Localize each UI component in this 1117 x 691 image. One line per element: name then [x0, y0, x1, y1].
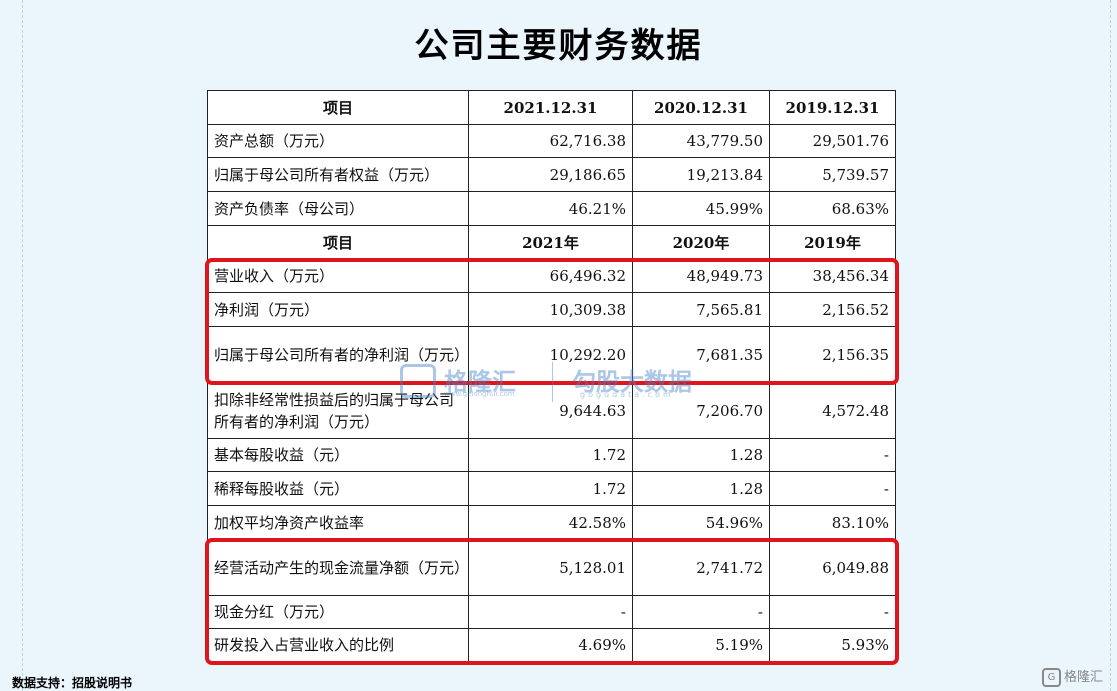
- subheader-2019: 2019年: [769, 225, 896, 260]
- row-label: 资产负债率（母公司）: [207, 191, 469, 226]
- row-label: 稀释每股收益（元）: [207, 471, 469, 506]
- cell-2019: 4,572.48: [769, 382, 896, 439]
- cell-2020: 48,949.73: [632, 259, 770, 293]
- cell-2020: 45.99%: [632, 191, 770, 226]
- cell-2019: 83.10%: [769, 505, 896, 540]
- table-subheader-row: 项目 2021年 2020年 2019年: [207, 225, 896, 260]
- table-row: 基本每股收益（元） 1.72 1.28 -: [207, 438, 896, 472]
- cell-2019: -: [769, 471, 896, 506]
- cell-2020: 19,213.84: [632, 157, 770, 192]
- cell-2020: 7,565.81: [632, 292, 770, 327]
- table-row: 加权平均净资产收益率 42.58% 54.96% 83.10%: [207, 505, 896, 540]
- cell-2021: 42.58%: [468, 505, 633, 540]
- table-row: 现金分红（万元） - - -: [207, 595, 896, 629]
- cell-2020: 1.28: [632, 471, 770, 506]
- row-label: 现金分红（万元）: [207, 595, 469, 629]
- cell-2020: 2,741.72: [632, 539, 770, 596]
- table-row: 经营活动产生的现金流量净额（万元） 5,128.01 2,741.72 6,04…: [207, 539, 896, 596]
- cell-2020: 43,779.50: [632, 124, 770, 158]
- row-label: 经营活动产生的现金流量净额（万元）: [207, 539, 469, 596]
- data-source-note: 数据支持：招股说明书: [12, 676, 133, 690]
- table-row: 资产总额（万元） 62,716.38 43,779.50 29,501.76: [207, 124, 896, 158]
- cell-2021: -: [468, 595, 633, 629]
- header-2020: 2020.12.31: [632, 90, 770, 125]
- right-guide-line: [1110, 0, 1111, 691]
- cell-2019: -: [769, 438, 896, 472]
- gelonghui-g-icon: G: [1041, 668, 1061, 687]
- cell-2020: 7,206.70: [632, 382, 770, 439]
- watermark-url-2: gogudata.com: [580, 390, 674, 399]
- cell-2019: 2,156.52: [769, 292, 896, 327]
- cell-2021: 10,309.38: [468, 292, 633, 327]
- cell-2019: 68.63%: [769, 191, 896, 226]
- watermark-divider: [552, 362, 553, 402]
- cell-2020: 5.19%: [632, 628, 770, 662]
- header-2021: 2021.12.31: [468, 90, 633, 125]
- cell-2020: 7,681.35: [632, 326, 770, 383]
- row-label: 研发投入占营业收入的比例: [207, 628, 469, 662]
- table-row: 归属于母公司所有者权益（万元） 29,186.65 19,213.84 5,73…: [207, 157, 896, 192]
- watermark: 格隆汇 www.gelonghui.com 勾股大数据 gogudata.com: [400, 360, 730, 404]
- corner-logo-text: 格隆汇: [1063, 670, 1103, 685]
- header-2019: 2019.12.31: [769, 90, 896, 125]
- left-guide-line: [22, 0, 23, 691]
- watermark-name-2: 勾股大数据: [572, 368, 692, 396]
- row-label: 归属于母公司所有者的净利润（万元）: [207, 326, 469, 383]
- page-title: 公司主要财务数据: [414, 26, 703, 66]
- cell-2019: 6,049.88: [769, 539, 896, 596]
- cell-2021: 46.21%: [468, 191, 633, 226]
- subheader-2020: 2020年: [632, 225, 770, 260]
- cell-2021: 9,644.63: [468, 382, 633, 439]
- table-header-row: 项目 2021.12.31 2020.12.31 2019.12.31: [207, 90, 896, 125]
- cell-2021: 1.72: [468, 438, 633, 472]
- table-row: 稀释每股收益（元） 1.72 1.28 -: [207, 471, 896, 506]
- highlight-box-cashflow: [205, 538, 899, 665]
- watermark-name-1: 格隆汇: [444, 368, 516, 396]
- row-label: 加权平均净资产收益率: [207, 505, 469, 540]
- cell-2020: 1.28: [632, 438, 770, 472]
- cell-2021: 29,186.65: [468, 157, 633, 192]
- cell-2019: 5,739.57: [769, 157, 896, 192]
- header-item: 项目: [207, 90, 469, 125]
- row-label: 归属于母公司所有者权益（万元）: [207, 157, 469, 192]
- table-row: 资产负债率（母公司） 46.21% 45.99% 68.63%: [207, 191, 896, 226]
- cell-2021: 1.72: [468, 471, 633, 506]
- row-label: 基本每股收益（元）: [207, 438, 469, 472]
- gelonghui-logo-icon: [400, 364, 436, 398]
- subheader-2021: 2021年: [468, 225, 633, 260]
- watermark-url-1: www.gelonghui.com: [444, 390, 515, 398]
- cell-2021: 62,716.38: [468, 124, 633, 158]
- subheader-item: 项目: [207, 225, 469, 260]
- cell-2020: 54.96%: [632, 505, 770, 540]
- cell-2019: 29,501.76: [769, 124, 896, 158]
- corner-logo: G 格隆汇: [1041, 666, 1103, 687]
- row-label: 资产总额（万元）: [207, 124, 469, 158]
- highlight-box-income: [205, 258, 899, 385]
- cell-2021: 4.69%: [468, 628, 633, 662]
